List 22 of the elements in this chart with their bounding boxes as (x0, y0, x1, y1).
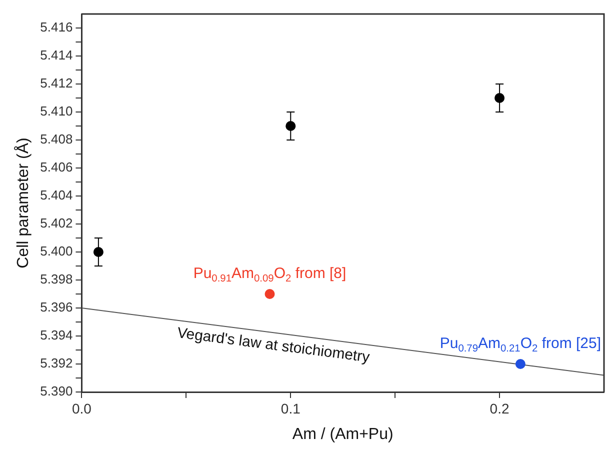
y-tick-label: 5.410 (40, 104, 73, 119)
y-tick-label: 5.404 (40, 188, 73, 203)
y-tick-label: 5.390 (40, 384, 73, 399)
y-tick-label: 5.402 (40, 216, 73, 231)
y-tick-label: 5.400 (40, 244, 73, 259)
point (264, 289, 275, 299)
y-axis-title: Cell parameter (Å) (14, 138, 32, 268)
y-tick-label: 5.398 (40, 272, 73, 287)
x-tick-label: 0.1 (280, 400, 301, 416)
y-tick-label: 5.414 (40, 48, 73, 63)
x-tick-label: 0.2 (490, 400, 510, 416)
y-tick-label: 5.416 (40, 20, 73, 35)
y-tick-label: 5.412 (40, 76, 73, 91)
y-tick-label: 5.392 (40, 356, 73, 371)
text: Vegard's law at stoichiometry (176, 324, 372, 366)
y-tick-label: 5.394 (40, 328, 73, 343)
y-tick-label: 5.406 (40, 160, 73, 175)
y-tick-label: 5.396 (40, 300, 73, 315)
x-tick-label: 0.0 (72, 400, 92, 416)
point (515, 359, 526, 369)
x-axis-title: Am / (Am+Pu) (292, 426, 394, 443)
y-tick-label: 5.408 (40, 132, 73, 147)
